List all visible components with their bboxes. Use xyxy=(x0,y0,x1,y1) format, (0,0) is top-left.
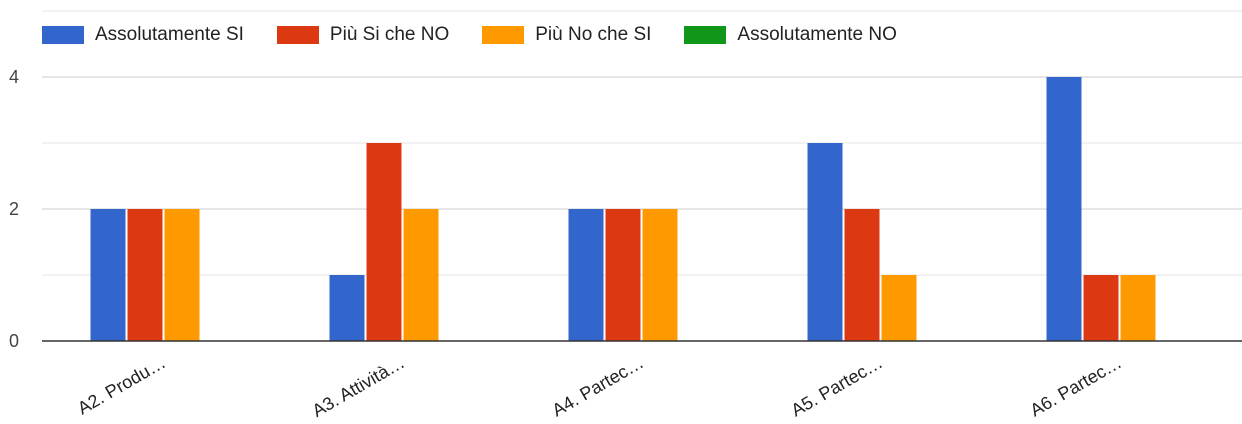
bar-piu-si-che-no-1[interactable] xyxy=(127,209,163,341)
bar-piu-no-che-si-2[interactable] xyxy=(403,209,439,341)
x-category-label: A6. Partec… xyxy=(1027,352,1125,420)
legend-item-piu-si-che-no[interactable]: Più Si che NO xyxy=(276,24,450,46)
legend-swatch-assolutamente-si xyxy=(42,26,84,44)
bar-piu-no-che-si-4[interactable] xyxy=(881,275,917,341)
y-tick-label: 4 xyxy=(9,67,19,87)
x-category-label: A2. Produ… xyxy=(74,352,169,418)
bar-assolutamente-si-5[interactable] xyxy=(1046,77,1082,341)
y-tick-label: 0 xyxy=(9,331,19,351)
legend-label-piu-si-che-no: Più Si che NO xyxy=(329,24,450,45)
legend-swatch-piu-no-che-si xyxy=(482,26,525,44)
legend-item-assolutamente-no[interactable]: Assolutamente NO xyxy=(684,24,897,46)
legend-item-assolutamente-si[interactable]: Assolutamente SI xyxy=(42,24,244,46)
bar-assolutamente-si-4[interactable] xyxy=(807,143,843,341)
legend-label-piu-no-che-si: Più No che SI xyxy=(535,24,652,45)
bar-assolutamente-si-2[interactable] xyxy=(329,275,365,341)
bar-assolutamente-si-1[interactable] xyxy=(90,209,126,341)
legend-swatch-piu-si-che-no xyxy=(276,26,319,44)
bar-piu-si-che-no-4[interactable] xyxy=(844,209,880,341)
x-category-label: A3. Attività… xyxy=(309,352,408,421)
chart-legend: Assolutamente SI Più Si che NO Più No ch… xyxy=(42,22,930,48)
bar-piu-no-che-si-5[interactable] xyxy=(1120,275,1156,341)
bar-assolutamente-si-3[interactable] xyxy=(568,209,604,341)
x-category-label: A5. Partec… xyxy=(788,352,886,420)
legend-label-assolutamente-si: Assolutamente SI xyxy=(95,24,244,45)
bar-piu-si-che-no-2[interactable] xyxy=(366,143,402,341)
legend-item-piu-no-che-si[interactable]: Più No che SI xyxy=(482,24,651,46)
bar-piu-no-che-si-3[interactable] xyxy=(642,209,678,341)
y-tick-label: 2 xyxy=(9,199,19,219)
bar-piu-si-che-no-3[interactable] xyxy=(605,209,641,341)
legend-label-assolutamente-no: Assolutamente NO xyxy=(737,24,897,45)
bar-piu-no-che-si-1[interactable] xyxy=(164,209,200,341)
legend-swatch-assolutamente-no xyxy=(684,26,727,44)
bar-piu-si-che-no-5[interactable] xyxy=(1083,275,1119,341)
x-category-label: A4. Partec… xyxy=(549,352,647,420)
